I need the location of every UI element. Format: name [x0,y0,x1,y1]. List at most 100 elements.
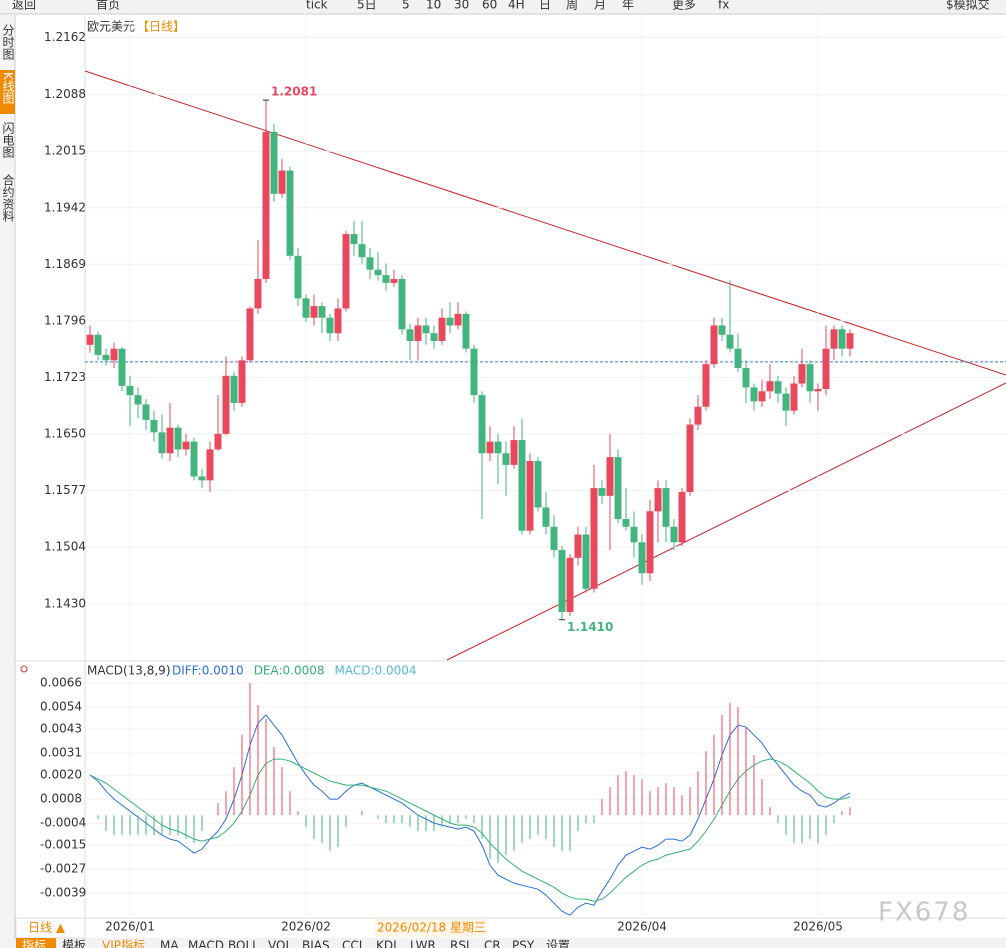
y-tick-label: 0.0020 [40,768,82,782]
candle-body [790,383,798,411]
candle-body [126,385,134,396]
side-tab[interactable]: 闪电图 [1,122,15,158]
candle-body [382,275,390,283]
candle-body [366,257,374,270]
candle-body [230,375,238,403]
candle-body [246,308,254,361]
candle-body [406,329,414,341]
y-tick-label: -0.0004 [40,816,86,830]
toolbar-item[interactable]: 10 [426,0,441,12]
bottom-tab[interactable]: BIAS [302,939,330,948]
toolbar-item[interactable]: 60 [482,0,497,12]
toolbar-item[interactable]: 日 [539,0,551,12]
bottom-tab[interactable]: KDJ [376,939,397,948]
toolbar-item[interactable]: 5日 [357,0,377,12]
candle-body [414,325,422,341]
toolbar-item[interactable]: 4H [508,0,525,12]
toolbar-item[interactable]: 首页 [96,0,120,12]
bottom-tab[interactable]: PSY [512,939,535,948]
trendline-lower [446,382,1006,661]
chart-subtitle: 【日线】 [137,20,185,34]
bottom-tab[interactable]: VOL [268,939,292,948]
side-panel [0,15,15,948]
candle-body [150,419,158,433]
toolbar-item[interactable]: tick [306,0,328,12]
y-tick-label: -0.0027 [40,862,86,876]
candle-body [782,393,790,411]
bottom-tab[interactable]: MA [160,939,179,948]
candle-body [262,131,270,279]
bottom-tab[interactable]: RSI [450,939,470,948]
toolbar-item[interactable]: 5 [402,0,410,12]
candle-body [558,550,566,612]
candle-body [694,406,702,425]
side-tab[interactable]: 合约资料 [1,173,15,222]
candle-body [734,348,742,369]
candle-body [638,542,646,574]
toolbar-item[interactable]: 返回 [12,0,36,12]
candle-body [278,170,286,194]
candle-body [374,269,382,276]
toolbar-item[interactable]: $模拟交 [946,0,990,12]
side-tab[interactable]: K线图 [1,72,15,104]
x-tick-label: 2026/01 [105,920,155,934]
bottom-tab[interactable]: CCI [342,939,362,948]
y-tick-label: 1.1650 [44,426,86,440]
candle-body [110,348,118,361]
y-tick-label: 1.1577 [44,483,86,497]
bottom-tab[interactable]: 模板 [62,939,86,948]
y-tick-label: 0.0054 [40,700,82,714]
bottom-tab[interactable]: MACD [188,939,224,948]
candle-body [94,334,102,355]
candle-body [446,317,454,326]
toolbar-item[interactable]: 月 [594,0,606,12]
annotation-label: 1.1410 [567,620,613,634]
candle-body [646,511,654,574]
candle-body [798,364,806,384]
candle-body [486,441,494,454]
bottom-tab[interactable]: 设置 [546,939,570,948]
y-tick-label: 1.1869 [44,257,86,271]
settings-icon[interactable] [20,665,28,673]
toolbar-item[interactable]: 更多 [672,0,696,12]
toolbar-item[interactable]: fx [718,0,729,12]
legend-entry: DEA:0.0008 [254,664,325,678]
candle-body [814,388,822,392]
candle-body [214,433,222,450]
y-tick-label: -0.0015 [40,838,86,852]
y-tick-label: 0.0031 [40,746,82,760]
bottom-tab[interactable]: BOLL [228,939,259,948]
side-tab[interactable]: 分时图 [1,24,15,60]
candle-body [422,325,430,334]
candle-body [342,234,350,309]
candle-body [542,507,550,527]
candle-body [118,348,126,386]
bottom-tab[interactable]: VIP指标 [102,938,145,948]
candle-body [614,457,622,520]
y-tick-label: 1.1504 [44,539,86,553]
candle-body [838,329,846,349]
period-label[interactable]: 日线 ▲ [28,921,66,935]
bottom-tab[interactable]: CR [484,939,501,948]
bottom-tab[interactable]: LWR [410,939,436,948]
candle-body [454,313,462,326]
candle-body [326,317,334,334]
y-tick-label: 0.0043 [40,722,82,736]
y-tick-label: 1.1796 [44,313,86,327]
candle-body [430,333,438,341]
candle-body [758,391,766,402]
candle-body [494,441,502,454]
candle-body [166,427,174,454]
candle-body [334,308,342,334]
toolbar-item[interactable]: 30 [454,0,469,12]
candle-body [606,457,614,496]
candle-body [254,279,262,309]
bottom-tab[interactable]: 指标 [22,938,46,948]
y-tick-label: 0.0066 [40,676,82,690]
toolbar-item[interactable]: 年 [622,0,634,12]
y-tick-label: 0.0008 [40,792,82,806]
toolbar-item[interactable]: 周 [566,0,578,12]
candle-body [662,488,670,527]
candle-body [598,488,606,496]
chart-title: 欧元美元 [87,20,135,34]
